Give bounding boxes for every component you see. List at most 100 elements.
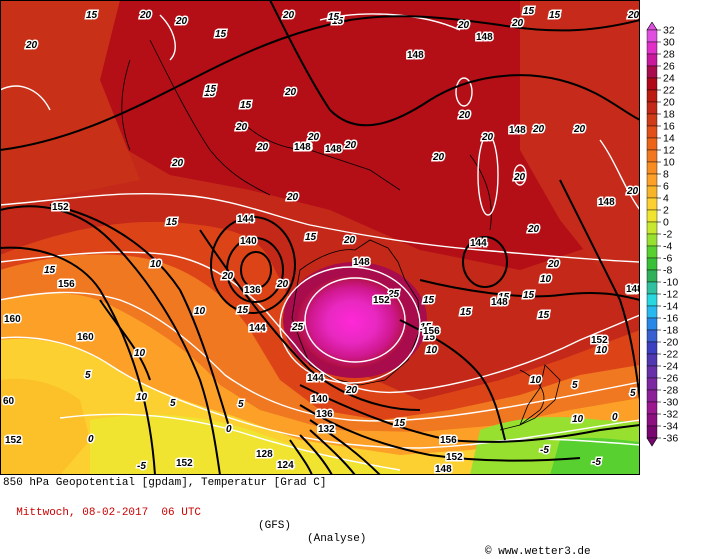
isotherm-label: 5 xyxy=(238,399,244,410)
contour-label: 148 xyxy=(294,142,311,153)
scale-swatch xyxy=(646,89,658,103)
isotherm-label: 10 xyxy=(596,345,608,356)
scale-swatch xyxy=(646,245,658,259)
isotherm-label: 20 xyxy=(458,110,471,121)
scale-arrow-bottom xyxy=(646,437,658,447)
isotherm-label: 20 xyxy=(284,87,297,98)
temperature-band-cool-west xyxy=(0,378,90,475)
contour-label: 136 xyxy=(316,409,333,420)
isotherm-label: 15 xyxy=(538,310,550,321)
isotherm-label: 20 xyxy=(527,224,540,235)
scale-swatch xyxy=(646,329,658,343)
scale-tick-label: 0 xyxy=(663,217,669,229)
scale-swatch xyxy=(646,281,658,295)
isotherm-label: 20 xyxy=(513,172,526,183)
scale-swatch xyxy=(646,101,658,115)
scale-swatch xyxy=(646,77,658,91)
scale-swatch xyxy=(646,257,658,271)
temperature-field-warm-core xyxy=(90,0,640,270)
isotherm-label: 15 xyxy=(237,305,249,316)
isotherm-label: 15 xyxy=(498,292,510,303)
scale-tick-label: 16 xyxy=(663,121,675,133)
isotherm-label: 15 xyxy=(332,16,344,27)
scale-tick-label: 20 xyxy=(663,97,675,109)
isotherm-label: 10 xyxy=(426,345,438,356)
isotherm-label: 15 xyxy=(523,290,535,301)
scale-tick-label: 6 xyxy=(663,181,669,193)
contour-label: 140 xyxy=(311,394,328,405)
scale-tick-label: 30 xyxy=(663,37,675,49)
scale-tick-label: 14 xyxy=(663,133,675,145)
scale-tick-label: -20 xyxy=(663,337,678,349)
isotherm-label: 5 xyxy=(572,380,578,391)
scale-tick-label: -22 xyxy=(663,349,678,361)
scale-swatch xyxy=(646,41,658,55)
scale-tick-label: -4 xyxy=(663,241,672,253)
scale-tick-label: -24 xyxy=(663,361,678,373)
contour-label: 148 xyxy=(509,125,526,136)
isotherm-label: 15 xyxy=(328,12,340,23)
isotherm-label: 15 xyxy=(166,217,178,228)
scale-swatch xyxy=(646,341,658,355)
isotherm-label: 25 xyxy=(387,289,400,300)
isotherm-label: 15 xyxy=(305,232,317,243)
weather-map: 15 20 20 15 20 15 20 15 20 20 15 20 15 2… xyxy=(0,0,640,475)
scale-tick-label: 12 xyxy=(663,145,675,157)
contour-label: 144 xyxy=(237,214,254,225)
isotherm-label: 10 xyxy=(194,306,206,317)
scale-swatch xyxy=(646,233,658,247)
contour-label: 132 xyxy=(318,424,335,435)
contour-label: 152 xyxy=(446,452,463,463)
isotherm-label: 15 xyxy=(240,100,252,111)
contour-label: 152 xyxy=(373,295,390,306)
valid-time: Mittwoch, 08-02-2017 06 UTC xyxy=(16,507,202,519)
scale-tick-label: 4 xyxy=(663,193,669,205)
contour-label: 148 xyxy=(407,50,424,61)
scale-tick-label: -16 xyxy=(663,313,678,325)
isotherm-label: 15 xyxy=(424,332,436,343)
isotherm-label: -5 xyxy=(137,461,146,472)
isotherm-label: 20 xyxy=(627,10,640,21)
isotherm-label: 15 xyxy=(549,10,561,21)
scale-tick-label: -34 xyxy=(663,421,678,433)
isotherm-label: 20 xyxy=(626,186,639,197)
isotherm-label: 15 xyxy=(204,88,216,99)
scale-arrow-top xyxy=(646,22,658,31)
scale-tick-label: 18 xyxy=(663,109,675,121)
contour-label: 148 xyxy=(491,297,508,308)
isotherm-label: 15 xyxy=(460,307,472,318)
isotherm-label: 20 xyxy=(139,10,152,21)
isotherm-label: 10 xyxy=(572,414,584,425)
scale-swatch xyxy=(646,317,658,331)
scale-tick-label: 32 xyxy=(663,25,675,37)
isotherm-label: 10 xyxy=(136,392,148,403)
isotherm-label: 5 xyxy=(630,388,636,399)
scale-swatch xyxy=(646,293,658,307)
contour-label: 156 xyxy=(440,435,457,446)
isotherm-label: 20 xyxy=(432,152,445,163)
scale-tick-label: -32 xyxy=(663,409,678,421)
scale-swatch xyxy=(646,137,658,151)
isotherm-label: 10 xyxy=(540,274,552,285)
scale-swatch xyxy=(646,401,658,415)
contour-label: 148 xyxy=(325,144,342,155)
scale-swatch xyxy=(646,389,658,403)
contour-label: 148 xyxy=(626,284,640,295)
scale-swatch xyxy=(646,161,658,175)
contour-label: 160 xyxy=(4,314,21,325)
contour-label: 148 xyxy=(435,464,452,475)
scale-tick-label: -8 xyxy=(663,265,672,277)
contour-label: 124 xyxy=(277,460,294,471)
copyright: © www.wetter3.de xyxy=(485,546,591,559)
contour-label: 148 xyxy=(295,142,312,153)
temperature-band-cold-east xyxy=(550,437,640,475)
contour-label: 140 xyxy=(240,236,257,247)
scale-tick-label: 24 xyxy=(663,73,675,85)
isotherm-label: 0 xyxy=(88,434,94,445)
scale-swatch xyxy=(646,353,658,367)
scale-tick-label: 28 xyxy=(663,49,675,61)
contour-label: 160 xyxy=(77,332,94,343)
contour-label: 144 xyxy=(470,238,487,249)
model-name: (GFS) xyxy=(258,520,292,532)
geopotential-contours xyxy=(0,0,640,475)
